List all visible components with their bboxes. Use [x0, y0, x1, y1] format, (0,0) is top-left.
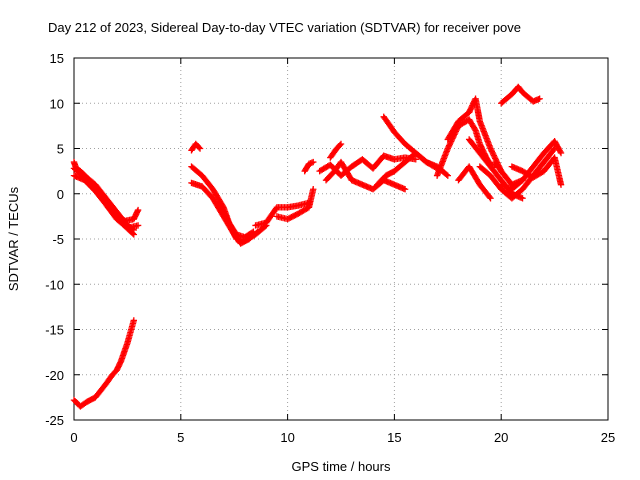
data-point-plus — [134, 206, 142, 214]
y-tick-label: -5 — [52, 232, 64, 247]
data-point-plus — [218, 203, 225, 211]
data-point-plus — [487, 145, 494, 152]
data-point-plus — [217, 202, 224, 209]
x-tick-label: 15 — [387, 430, 401, 445]
y-tick-label: -20 — [45, 368, 64, 383]
y-tick-label: 10 — [50, 96, 64, 111]
data-point-plus — [557, 149, 565, 157]
y-tick-label: 5 — [57, 142, 64, 157]
data-point-plus — [536, 95, 543, 102]
data-point-plus — [557, 181, 565, 188]
data-point-plus — [557, 148, 564, 155]
data-point-plus — [490, 152, 498, 159]
data-point-plus — [310, 158, 317, 166]
data-point-plus — [494, 160, 502, 168]
y-tick-label: 0 — [57, 187, 64, 202]
data-point-plus — [336, 141, 344, 149]
data-point-plus — [219, 206, 226, 213]
data-point-plus — [221, 212, 229, 219]
x-axis-label: GPS time / hours — [292, 459, 391, 474]
data-point-plus — [129, 230, 136, 237]
data-point-plus — [412, 156, 419, 163]
x-tick-label: 5 — [177, 430, 184, 445]
x-tick-label: 10 — [280, 430, 294, 445]
data-point-plus — [401, 186, 409, 193]
data-point-plus — [445, 143, 452, 151]
data-point-plus — [222, 213, 230, 220]
data-point-plus — [447, 138, 455, 145]
data-point-plus — [249, 229, 256, 236]
data-point-plus — [337, 140, 345, 148]
data-point-plus — [487, 146, 495, 154]
data-point-plus — [310, 186, 317, 193]
data-point-plus — [493, 159, 501, 166]
data-point-plus — [488, 148, 496, 155]
y-tick-label: -15 — [45, 323, 64, 338]
data-point-plus — [471, 125, 478, 133]
data-point-plus — [447, 139, 454, 147]
data-point-plus — [489, 150, 497, 158]
data-point-plus — [495, 163, 503, 171]
data-point-plus — [130, 317, 138, 324]
data-point-plus — [487, 195, 494, 202]
data-point-plus — [216, 200, 224, 208]
x-tick-label: 0 — [70, 430, 77, 445]
x-tick-label: 20 — [494, 430, 508, 445]
data-point-plus — [218, 205, 226, 212]
data-point-plus — [220, 209, 228, 216]
data-point-plus — [486, 193, 493, 201]
x-tick-label: 25 — [601, 430, 615, 445]
data-point-plus — [195, 144, 203, 151]
data-point-plus — [250, 228, 257, 235]
data-point-plus — [444, 172, 451, 179]
data-point-plus — [489, 149, 496, 156]
data-point-plus — [130, 231, 138, 238]
data-point-plus — [491, 153, 498, 161]
grid-lines — [74, 58, 608, 420]
data-point-plus — [134, 222, 142, 229]
data-point-plus — [491, 155, 499, 162]
data-point-plus — [221, 210, 228, 218]
y-tick-label: -25 — [45, 413, 64, 428]
data-point-plus — [223, 214, 230, 222]
data-point-plus — [492, 156, 500, 164]
y-tick-label: -10 — [45, 277, 64, 292]
data-point-plus — [443, 171, 450, 178]
data-point-plus — [219, 207, 227, 215]
data-points — [70, 83, 565, 410]
chart-title: Day 212 of 2023, Sidereal Day-to-day VTE… — [48, 20, 521, 35]
data-point-plus — [519, 195, 526, 202]
data-point-plus — [495, 162, 502, 169]
data-point-plus — [446, 141, 454, 148]
y-tick-label: 15 — [50, 51, 64, 66]
data-point-plus — [493, 158, 500, 165]
y-axis-label: SDTVAR / TECUs — [6, 186, 21, 291]
data-point-plus — [445, 142, 453, 149]
data-point-plus — [444, 145, 451, 152]
data-point-plus — [496, 165, 504, 172]
data-point-plus — [196, 145, 204, 152]
axis-ticks: 0 5 10 15 20 25 -25 -20 -15 -10 -5 0 5 10 15 — [45, 51, 615, 445]
data-point-plus — [216, 199, 223, 206]
